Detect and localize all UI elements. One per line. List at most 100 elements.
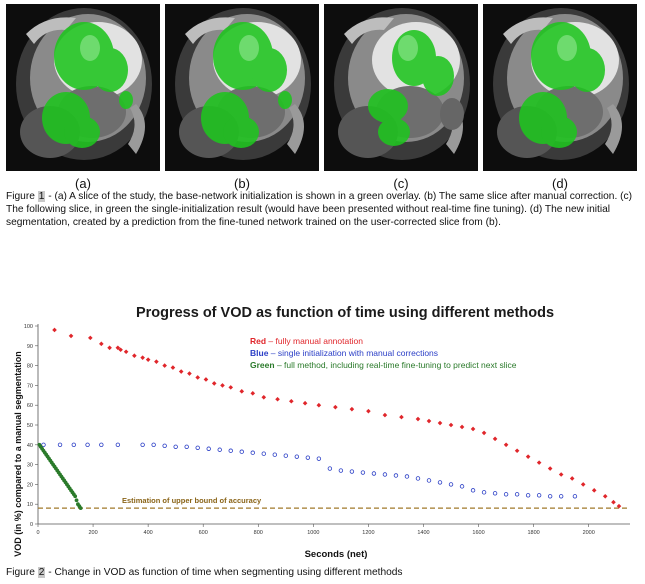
data-point xyxy=(140,355,145,360)
data-point xyxy=(470,426,476,432)
mri-panel-c xyxy=(324,4,478,171)
data-point xyxy=(371,471,377,476)
x-tick-label: 0 xyxy=(36,530,39,536)
data-point xyxy=(338,468,344,473)
data-point xyxy=(415,476,421,481)
data-point xyxy=(580,482,586,487)
y-tick-label: 60 xyxy=(27,403,33,409)
x-tick-label: 1400 xyxy=(417,530,429,536)
data-point xyxy=(52,327,57,333)
data-point xyxy=(302,400,308,406)
x-tick-label: 800 xyxy=(254,530,263,536)
y-tick-label: 70 xyxy=(27,383,33,389)
data-point xyxy=(525,493,531,498)
panel-label-b: (b) xyxy=(234,176,250,191)
data-point xyxy=(569,476,575,481)
data-point xyxy=(547,466,553,471)
data-point xyxy=(470,488,476,493)
data-point xyxy=(547,494,553,499)
data-point xyxy=(115,442,121,447)
data-point xyxy=(123,349,129,355)
data-point xyxy=(195,445,200,450)
legend-key: Blue xyxy=(250,348,269,358)
data-point xyxy=(145,357,151,362)
data-point xyxy=(217,447,222,452)
data-point xyxy=(426,478,432,483)
chart-title: Progress of VOD as function of time usin… xyxy=(136,305,554,321)
y-tick-label: 40 xyxy=(27,443,33,449)
x-tick-label: 1800 xyxy=(528,530,540,536)
data-point xyxy=(525,454,531,459)
data-point xyxy=(250,391,256,396)
data-point xyxy=(536,493,542,498)
panel-label-a: (a) xyxy=(75,176,91,191)
upper-bound-label: Estimation of upper bound of accuracy xyxy=(122,496,262,505)
figure2-text: - Change in VOD as function of time when… xyxy=(45,567,403,578)
data-point xyxy=(272,452,277,457)
data-point xyxy=(206,446,211,451)
data-point xyxy=(74,498,79,503)
panel-label-c: (c) xyxy=(393,176,409,191)
data-point xyxy=(333,404,338,410)
data-point xyxy=(536,460,542,465)
data-point xyxy=(57,442,63,447)
data-point xyxy=(211,381,217,386)
data-point xyxy=(448,482,454,487)
data-point xyxy=(503,492,509,497)
figure2-number: 2 xyxy=(37,567,46,578)
x-tick-label: 600 xyxy=(199,530,208,536)
data-point xyxy=(275,396,280,402)
data-point xyxy=(195,375,201,380)
y-tick-label: 100 xyxy=(24,324,33,330)
legend-entry: Blue – single initialization with manual… xyxy=(250,348,438,358)
legend-desc: – fully manual annotation xyxy=(266,336,363,346)
data-point xyxy=(382,472,388,477)
data-point xyxy=(366,408,371,414)
legend-key: Green xyxy=(250,360,275,370)
mri-panel-b xyxy=(165,4,319,171)
data-point xyxy=(187,371,192,376)
data-point xyxy=(591,488,597,493)
data-point xyxy=(41,442,46,447)
data-point xyxy=(459,424,465,430)
data-point xyxy=(305,455,311,460)
mri-panel-d xyxy=(483,4,637,171)
data-point xyxy=(203,377,209,382)
data-point xyxy=(558,494,564,499)
data-point xyxy=(85,442,90,447)
data-point xyxy=(173,444,178,449)
data-point xyxy=(71,442,76,447)
data-point xyxy=(178,369,184,374)
data-point xyxy=(349,406,355,412)
legend-entry: Green – full method, including real-time… xyxy=(250,360,517,370)
figure1-text: - (a) A slice of the study, the base-net… xyxy=(6,191,632,228)
data-point xyxy=(602,493,608,499)
panel-label-d: (d) xyxy=(552,176,568,191)
data-point xyxy=(492,436,498,442)
mri-slice-d-image xyxy=(493,8,629,160)
data-point xyxy=(132,353,137,358)
data-point xyxy=(283,453,289,458)
data-point xyxy=(437,480,443,485)
data-point xyxy=(327,466,333,471)
mri-slice-b-image xyxy=(175,8,311,160)
y-tick-label: 30 xyxy=(27,463,33,469)
data-point xyxy=(261,451,266,456)
figure1-prefix: Figure xyxy=(6,191,38,202)
figure1-caption: Figure 1 - (a) A slice of the study, the… xyxy=(6,190,638,229)
y-tick-label: 10 xyxy=(27,502,33,508)
data-point xyxy=(294,454,300,459)
x-tick-label: 1600 xyxy=(472,530,484,536)
mri-slice-a-image xyxy=(16,8,152,160)
data-point xyxy=(184,444,189,449)
data-point xyxy=(415,416,421,422)
x-tick-label: 200 xyxy=(88,530,97,536)
data-point xyxy=(481,430,487,436)
data-point xyxy=(616,503,622,509)
data-point xyxy=(68,333,74,339)
data-point xyxy=(514,448,520,454)
data-point xyxy=(115,345,121,351)
data-point xyxy=(88,335,93,341)
data-point xyxy=(154,359,159,364)
